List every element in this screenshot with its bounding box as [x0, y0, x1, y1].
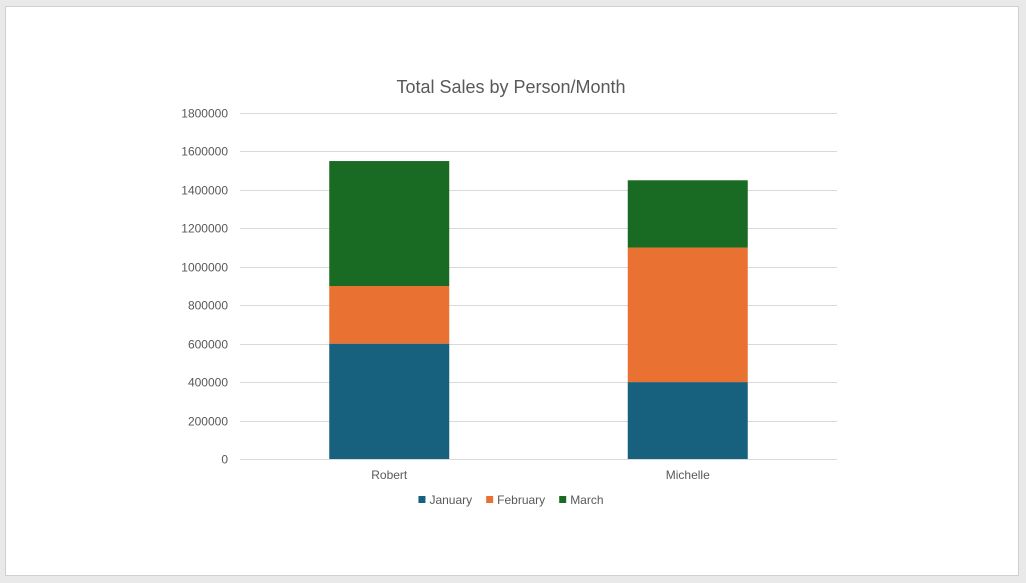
bar-segment	[329, 343, 450, 459]
legend-label: January	[429, 493, 472, 507]
legend-label: February	[497, 493, 545, 507]
chart-area	[5, 6, 1019, 576]
bar-segment	[627, 382, 748, 459]
legend-swatch	[559, 496, 567, 503]
y-tick-label: 600000	[188, 338, 228, 352]
y-tick-label: 1800000	[181, 107, 228, 121]
chart-title: Total Sales by Person/Month	[396, 77, 625, 97]
x-axis-category-labels: Robert Michelle	[371, 468, 710, 482]
y-tick-label: 1400000	[181, 184, 228, 198]
bars	[329, 161, 748, 459]
x-category-label: Michelle	[666, 468, 710, 482]
y-tick-label: 200000	[188, 415, 228, 429]
y-axis-tick-labels: 0 200000 400000 600000 800000 1000000 1200000 1…	[181, 107, 228, 467]
bar-segment	[627, 180, 748, 248]
y-tick-label: 0	[221, 453, 228, 467]
y-tick-label: 1200000	[181, 222, 228, 236]
legend: January February March	[418, 493, 604, 507]
y-tick-label: 1600000	[181, 145, 228, 159]
bar-segment	[329, 286, 450, 344]
x-category-label: Robert	[371, 468, 408, 482]
y-tick-label: 800000	[188, 299, 228, 313]
legend-label: March	[570, 493, 603, 507]
y-tick-label: 400000	[188, 376, 228, 390]
legend-swatch	[486, 496, 494, 503]
bar-segment	[627, 247, 748, 383]
bar-segment	[329, 161, 450, 286]
y-tick-label: 1000000	[181, 261, 228, 275]
legend-swatch	[418, 496, 426, 503]
